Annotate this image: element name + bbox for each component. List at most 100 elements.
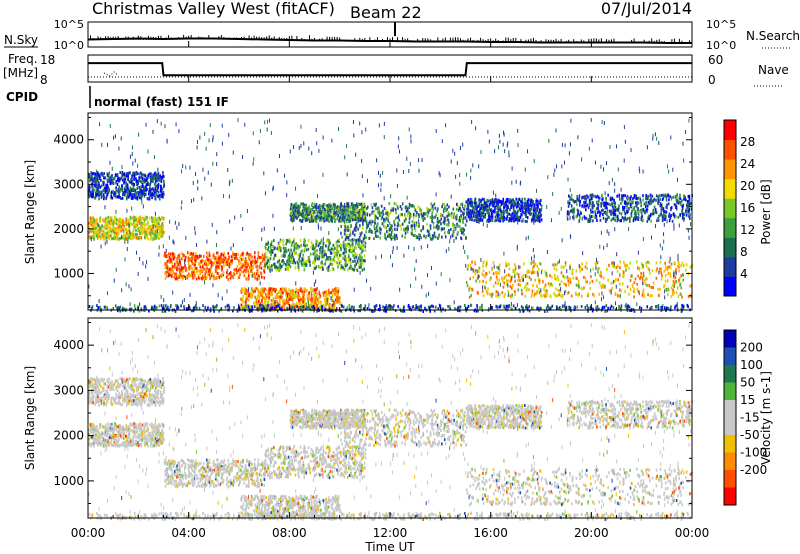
power-cell: [442, 220, 445, 224]
power-cell: [255, 272, 258, 276]
power-cell: [192, 271, 195, 275]
power-cell: [524, 294, 527, 298]
power-cell: [322, 304, 324, 308]
power-cell: [475, 204, 478, 208]
power-cell: [500, 276, 503, 280]
power-cell: [614, 212, 616, 216]
power-cell: [477, 210, 480, 214]
power-cell: [508, 212, 511, 216]
power-cell: [567, 291, 570, 295]
power-cell: [511, 284, 514, 288]
power-cell: [583, 275, 585, 279]
power-cell: [141, 224, 143, 228]
power-cell: [132, 229, 135, 233]
power-cell: [647, 196, 649, 200]
power-cell: [456, 222, 458, 226]
power-cell: [323, 304, 325, 308]
power-cell: [328, 291, 331, 295]
power-cell: [618, 282, 621, 286]
power-cell: [648, 271, 651, 275]
power-cell: [113, 221, 116, 225]
power-cell: [93, 183, 96, 187]
power-cell: [408, 202, 411, 206]
power-cell: [267, 241, 270, 245]
power-cell: [655, 198, 657, 202]
power-cell: [482, 205, 484, 209]
noise-tick-hi-left: 10^5: [54, 18, 84, 31]
power-cell: [242, 295, 245, 299]
power-cell: [205, 269, 207, 273]
power-cell: [257, 299, 260, 303]
power-cell: [264, 287, 266, 291]
power-cell: [263, 276, 266, 280]
power-cell: [632, 197, 634, 201]
power-cell: [109, 216, 112, 220]
power-cell: [670, 208, 672, 212]
power-cell: [146, 235, 148, 239]
power-cell: [98, 173, 101, 177]
power-cell: [522, 210, 524, 214]
power-cell: [343, 247, 346, 251]
power-cell: [485, 272, 488, 276]
power-cell: [599, 270, 602, 274]
power-cell: [264, 259, 266, 263]
power-cell: [349, 229, 351, 233]
power-cell: [312, 287, 314, 291]
power-cell: [422, 218, 424, 222]
power-cell: [137, 181, 139, 185]
power-cell: [450, 214, 453, 218]
power-cell: [291, 302, 294, 306]
power-cell: [510, 286, 513, 290]
power-cell: [235, 271, 238, 275]
power-cell: [343, 228, 346, 232]
power-cell: [135, 172, 137, 176]
power-cell: [632, 207, 635, 211]
power-cell: [126, 193, 129, 197]
power-cell: [469, 277, 472, 281]
power-cell: [394, 216, 397, 220]
power-cell: [655, 269, 658, 273]
power-cell: [140, 189, 143, 193]
power-cell: [286, 238, 288, 242]
power-cell: [657, 195, 659, 199]
noise-tick-lo-right: 10^0: [706, 39, 736, 52]
power-cell: [145, 186, 147, 190]
power-cell: [606, 206, 608, 210]
power-cell: [300, 287, 303, 291]
power-cell: [133, 195, 136, 199]
power-cell: [589, 286, 592, 290]
power-cell: [480, 215, 482, 219]
power-cell: [482, 215, 485, 219]
nave-dip: [103, 71, 119, 77]
power-cell: [328, 257, 331, 261]
power-cell: [162, 191, 165, 195]
power-cell: [655, 194, 658, 198]
power-cell: [596, 200, 598, 204]
power-cell: [514, 211, 516, 215]
power-cell: [304, 239, 306, 243]
power-cell: [365, 220, 368, 224]
power-cell: [602, 212, 604, 216]
power-cell: [204, 267, 207, 271]
power-cell: [321, 246, 324, 250]
power-cell: [276, 302, 279, 306]
power-cell: [480, 203, 483, 207]
power-cell: [647, 194, 650, 198]
power-cell: [153, 237, 156, 241]
power-cell: [173, 264, 176, 268]
power-cell: [481, 197, 484, 201]
power-cell: [307, 259, 310, 263]
power-cell: [512, 199, 514, 203]
power-cell: [256, 259, 259, 263]
power-cell: [345, 259, 347, 263]
power-cell: [155, 177, 157, 181]
power-cell: [134, 223, 137, 227]
power-cell: [257, 251, 260, 255]
power-cell: [644, 279, 646, 283]
power-cell: [457, 208, 460, 212]
power-cell: [371, 220, 374, 224]
power-cell: [206, 258, 209, 262]
power-cell: [106, 231, 109, 235]
power-cell: [273, 247, 276, 251]
power-cell: [200, 260, 203, 264]
